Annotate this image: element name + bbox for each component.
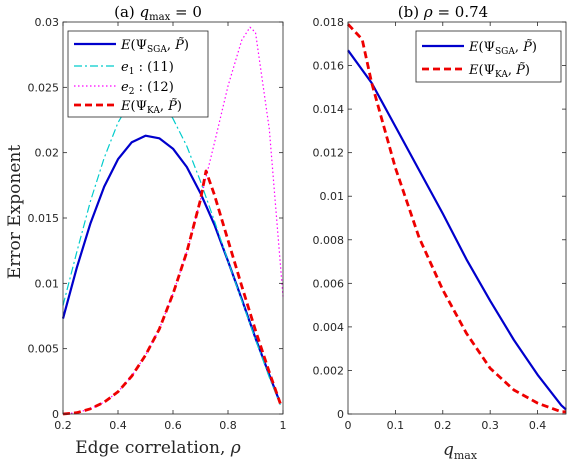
x-tick-label-1-2: 0.2 <box>434 419 452 432</box>
chart-a-plot-area <box>61 26 284 416</box>
series-line-0-1 <box>62 90 281 406</box>
chart-a-legend: E(ΨSGA, P̃) e1 : (11) e2 : (12) E(ΨKA, P… <box>67 30 209 118</box>
y-tick-label-0-4: 0.02 <box>35 147 60 160</box>
legend-b-sga-label: E(ΨSGA, P̃) <box>468 39 537 57</box>
chart-a-xlabel: Edge correlation, ρ <box>75 438 241 458</box>
legend-b-ka-label: E(ΨKA, P̃) <box>468 62 530 80</box>
x-tick-label-1-0: 0 <box>345 419 352 432</box>
x-tick-label-1-1: 0.1 <box>387 419 405 432</box>
y-tick-label-1-2: 0.004 <box>313 321 345 334</box>
y-tick-label-1-8: 0.016 <box>313 60 345 73</box>
series-line-1-1 <box>346 23 566 414</box>
y-tick-label-1-1: 0.002 <box>313 364 345 377</box>
y-tick-label-1-6: 0.012 <box>313 147 345 160</box>
y-tick-label-0-5: 0.025 <box>28 81 60 94</box>
series-line-0-3 <box>62 169 282 416</box>
series-line-1-0 <box>347 49 567 411</box>
y-tick-label-0-2: 0.01 <box>35 277 60 290</box>
legend-e1-label: e1 : (11) <box>121 60 174 77</box>
series-line-0-2 <box>62 26 284 415</box>
axes-frame-1 <box>347 21 567 415</box>
chart-a-title: (a) qmax = 0 <box>114 3 202 23</box>
chart-b-ticks: 0 0.1 0.2 0.3 0.4 0 0.002 0.004 0.006 0.008 0.01 0.… <box>313 16 567 432</box>
chart-b-legend: E(ΨSGA, P̃) E(ΨKA, P̃) <box>415 30 562 83</box>
chart-b-xlabel: qmax <box>443 440 478 460</box>
chart-a-legend-box <box>67 30 209 118</box>
y-tick-label-1-7: 0.014 <box>313 103 345 116</box>
y-tick-label-1-5: 0.01 <box>320 190 345 203</box>
y-tick-label-0-0: 0 <box>52 408 59 421</box>
legend-ka-label: E(ΨKA, P̃) <box>120 98 182 116</box>
x-tick-label-0-4: 1 <box>280 419 287 432</box>
chart-a-ylabel: Error Exponent <box>5 145 25 280</box>
x-tick-label-0-1: 0.4 <box>109 419 127 432</box>
y-tick-label-0-6: 0.03 <box>35 16 60 29</box>
y-tick-label-1-0: 0 <box>337 408 344 421</box>
legend-e2-label: e2 : (12) <box>121 80 174 97</box>
chart-b: (b) ρ = 0.74 qmax 0 0.1 0.2 0.3 0.4 0 0.002 0.0… <box>313 3 567 460</box>
series-line-0-0 <box>61 134 282 404</box>
x-tick-label-1-3: 0.3 <box>481 419 499 432</box>
chart-a: (a) qmax = 0 Error Exponent Edge correla… <box>5 3 287 458</box>
x-tick-label-0-2: 0.6 <box>164 419 182 432</box>
chart-b-legend-box <box>415 30 562 83</box>
y-tick-label-1-9: 0.018 <box>313 16 345 29</box>
chart-b-plot-area <box>346 23 567 414</box>
x-tick-label-0-0: 0.2 <box>54 419 72 432</box>
legend-sga-label: E(ΨSGA, P̃) <box>120 37 189 55</box>
y-tick-label-1-4: 0.008 <box>313 234 345 247</box>
x-tick-label-1-4: 0.4 <box>529 419 547 432</box>
y-tick-label-0-3: 0.015 <box>28 212 60 225</box>
chart-a-ticks: 0.2 0.4 0.6 0.8 1 0 0.005 0.01 0.015 0.02 0.025 0.0… <box>28 16 287 432</box>
y-tick-label-1-3: 0.006 <box>313 277 345 290</box>
chart-b-title: (b) ρ = 0.74 <box>398 3 488 21</box>
x-tick-label-0-3: 0.8 <box>219 419 237 432</box>
y-tick-label-0-1: 0.005 <box>28 343 60 356</box>
